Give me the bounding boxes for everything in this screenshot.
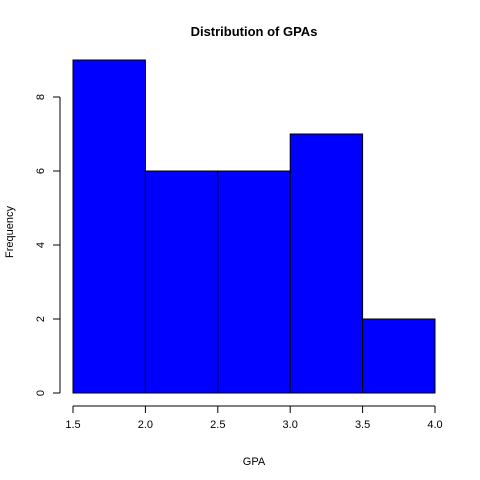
histogram-bar-2 (145, 171, 217, 393)
x-tick-label: 2.0 (138, 419, 153, 431)
x-tick-label: 1.5 (65, 419, 80, 431)
y-tick-label: 4 (35, 242, 47, 248)
x-tick-label: 3.5 (355, 419, 370, 431)
y-axis-label: Frequency (4, 206, 16, 258)
chart-title: Distribution of GPAs (191, 24, 318, 39)
x-tick-label: 3.0 (283, 419, 298, 431)
x-tick-label: 4.0 (427, 419, 442, 431)
y-axis: 0 2 4 6 8 (35, 94, 60, 396)
y-tick-label: 6 (35, 168, 47, 174)
bars-layer (73, 60, 435, 393)
x-axis: 1.5 2.0 2.5 3.0 3.5 4.0 (65, 406, 442, 431)
histogram-bar-5 (363, 319, 435, 393)
y-tick-label: 2 (35, 316, 47, 322)
x-axis-label: GPA (243, 456, 266, 468)
x-tick-label: 2.5 (210, 419, 225, 431)
histogram-bar-3 (218, 171, 290, 393)
histogram-bar-1 (73, 60, 145, 393)
y-tick-label: 0 (35, 390, 47, 396)
histogram-bar-4 (290, 134, 362, 393)
y-tick-label: 8 (35, 94, 47, 100)
